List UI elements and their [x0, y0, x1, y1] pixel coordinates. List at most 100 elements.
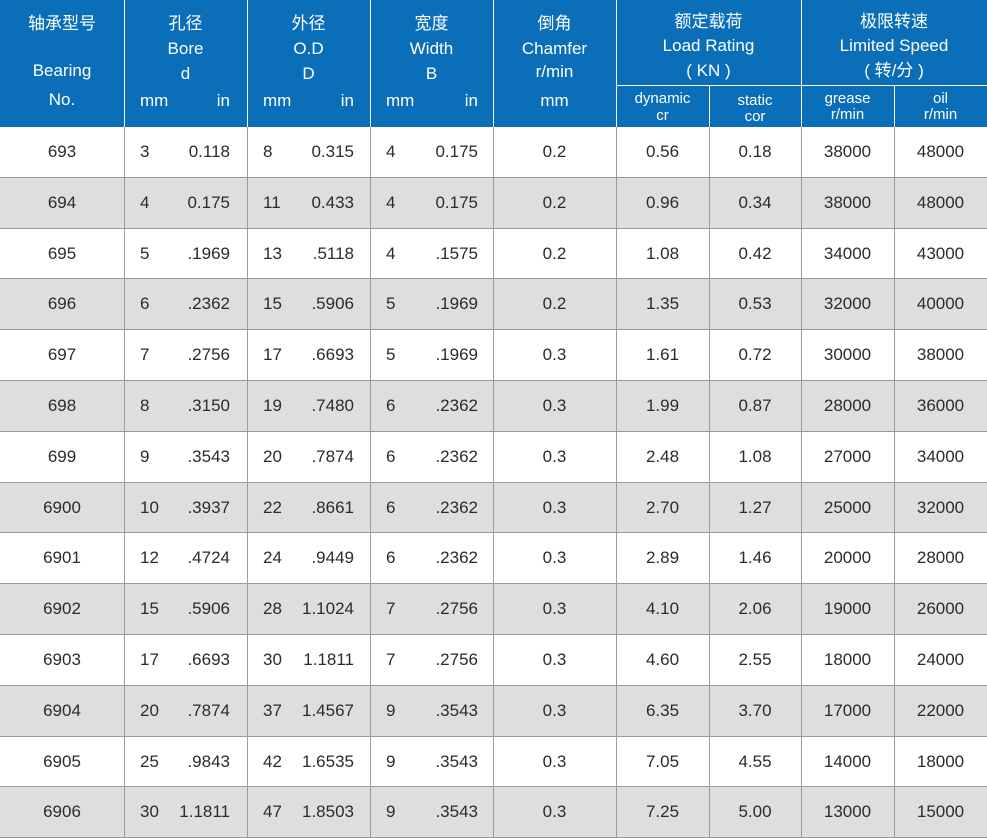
chamfer-cell: 0.2 — [542, 294, 567, 314]
cell-divider — [801, 482, 802, 534]
cell-divider — [370, 279, 371, 331]
grease-speed-cell: 25000 — [823, 497, 872, 517]
cell-divider — [894, 787, 895, 838]
cell-divider — [370, 330, 371, 381]
bore-unit-in: in — [216, 91, 230, 110]
cell-divider — [124, 635, 125, 686]
oil-speed-cell: 34000 — [916, 446, 965, 466]
cell-divider — [247, 635, 248, 686]
bearing-no-cell: 694 — [47, 192, 77, 212]
table-header: 轴承型号 Bearing No. 孔径 Bore d mm in 外径 O.D … — [0, 0, 987, 127]
static-load-cell: 0.53 — [738, 294, 772, 314]
width-unit-mm: mm — [386, 91, 415, 110]
cell-divider — [801, 177, 802, 229]
grease-speed-cell: 30000 — [823, 345, 872, 365]
dynamic-load-cell: 7.05 — [645, 751, 680, 771]
static-load-cell: 3.70 — [738, 700, 772, 720]
header-divider — [370, 0, 371, 127]
cell-divider — [124, 482, 125, 534]
cell-divider — [493, 330, 494, 381]
speed-header-en: Limited Speed — [839, 36, 949, 55]
static-label: static — [737, 92, 773, 109]
oil-speed-cell: 22000 — [916, 700, 965, 720]
dynamic-load-cell: 4.60 — [645, 650, 680, 669]
table-row: 693 3 0.118 8 0.315 4 0.175 0.2 0.56 0.18 38000 480… — [0, 127, 987, 178]
static-load-cell: 0.72 — [738, 345, 772, 365]
static-load-cell: 1.27 — [738, 497, 772, 517]
bore-in-cell: .3937 — [187, 497, 230, 517]
cell-divider — [493, 127, 494, 178]
header-divider — [894, 85, 895, 127]
od-mm-cell: 47 — [263, 802, 282, 822]
cell-divider — [124, 127, 125, 178]
bore-mm-cell: 17 — [140, 650, 159, 669]
cell-divider — [247, 177, 248, 229]
cell-divider — [247, 127, 248, 178]
bore-in-cell: .9843 — [187, 751, 230, 771]
cell-divider — [493, 787, 494, 838]
bearing-no-cell: 695 — [47, 243, 77, 263]
chamfer-unit-mm: mm — [540, 91, 569, 110]
od-in-cell: .7480 — [311, 396, 354, 415]
bore-in-cell: .2362 — [187, 294, 230, 314]
bearing-header-cn: 轴承型号 — [28, 14, 96, 33]
cell-divider — [124, 685, 125, 737]
oil-speed-cell: 36000 — [916, 396, 965, 415]
width-in-cell: .2362 — [435, 396, 478, 415]
cell-divider — [894, 228, 895, 280]
bore-in-cell: .2756 — [187, 345, 230, 365]
cell-divider — [801, 736, 802, 788]
cell-divider — [247, 584, 248, 635]
cell-divider — [616, 127, 617, 178]
width-header-en: Width — [409, 39, 454, 58]
bearing-no-cell: 6905 — [43, 751, 81, 771]
bore-mm-cell: 15 — [140, 599, 159, 619]
chamfer-cell: 0.2 — [542, 142, 567, 161]
oil-speed-cell: 38000 — [916, 345, 965, 365]
static-load-cell: 1.46 — [738, 548, 772, 568]
cell-divider — [894, 685, 895, 737]
cell-divider — [709, 177, 710, 229]
width-mm-cell: 5 — [386, 294, 396, 314]
od-mm-cell: 8 — [263, 142, 273, 161]
cell-divider — [709, 127, 710, 178]
width-in-cell: .3543 — [435, 802, 478, 822]
od-mm-cell: 11 — [263, 192, 281, 212]
od-in-cell: 1.8503 — [302, 802, 354, 822]
load-header-en: Load Rating — [662, 36, 755, 55]
od-mm-cell: 42 — [263, 751, 282, 771]
bore-in-cell: .1969 — [187, 243, 230, 263]
table-row: 6903 17 .6693 30 1.1811 7 .2756 0.3 4.60 2.55 1800… — [0, 635, 987, 686]
width-mm-cell: 5 — [386, 345, 396, 365]
table-row: 698 8 .3150 19 .7480 6 .2362 0.3 1.99 0.87 28000 36… — [0, 381, 987, 432]
cell-divider — [370, 736, 371, 788]
cell-divider — [894, 431, 895, 483]
table-row: 6901 12 .4724 24 .9449 6 .2362 0.3 2.89 1.46 20000… — [0, 533, 987, 585]
chamfer-cell: 0.2 — [542, 192, 567, 212]
cell-divider — [709, 533, 710, 585]
chamfer-cell: 0.3 — [542, 599, 567, 619]
cell-divider — [616, 584, 617, 635]
od-in-cell: .5118 — [312, 243, 354, 263]
grease-label: grease — [824, 90, 871, 107]
grease-speed-cell: 13000 — [823, 802, 872, 822]
bearing-no-cell: 6906 — [43, 802, 81, 822]
grease-speed-cell: 18000 — [823, 650, 872, 669]
dynamic-load-cell: 1.61 — [645, 345, 680, 365]
header-divider — [616, 0, 617, 127]
bearing-header-en: Bearing — [32, 61, 92, 80]
cell-divider — [801, 431, 802, 483]
cell-divider — [709, 685, 710, 737]
cell-divider — [124, 228, 125, 280]
header-divider — [801, 0, 802, 127]
load-header-unit: ( KN ) — [686, 61, 731, 80]
cell-divider — [493, 482, 494, 534]
width-in-cell: .1969 — [435, 345, 478, 365]
cell-divider — [124, 279, 125, 331]
cell-divider — [801, 533, 802, 585]
bore-header-symbol: d — [180, 64, 191, 83]
chamfer-cell: 0.3 — [542, 446, 567, 466]
dynamic-load-cell: 2.89 — [645, 548, 680, 568]
od-mm-cell: 24 — [263, 548, 282, 568]
grease-speed-cell: 38000 — [823, 192, 872, 212]
